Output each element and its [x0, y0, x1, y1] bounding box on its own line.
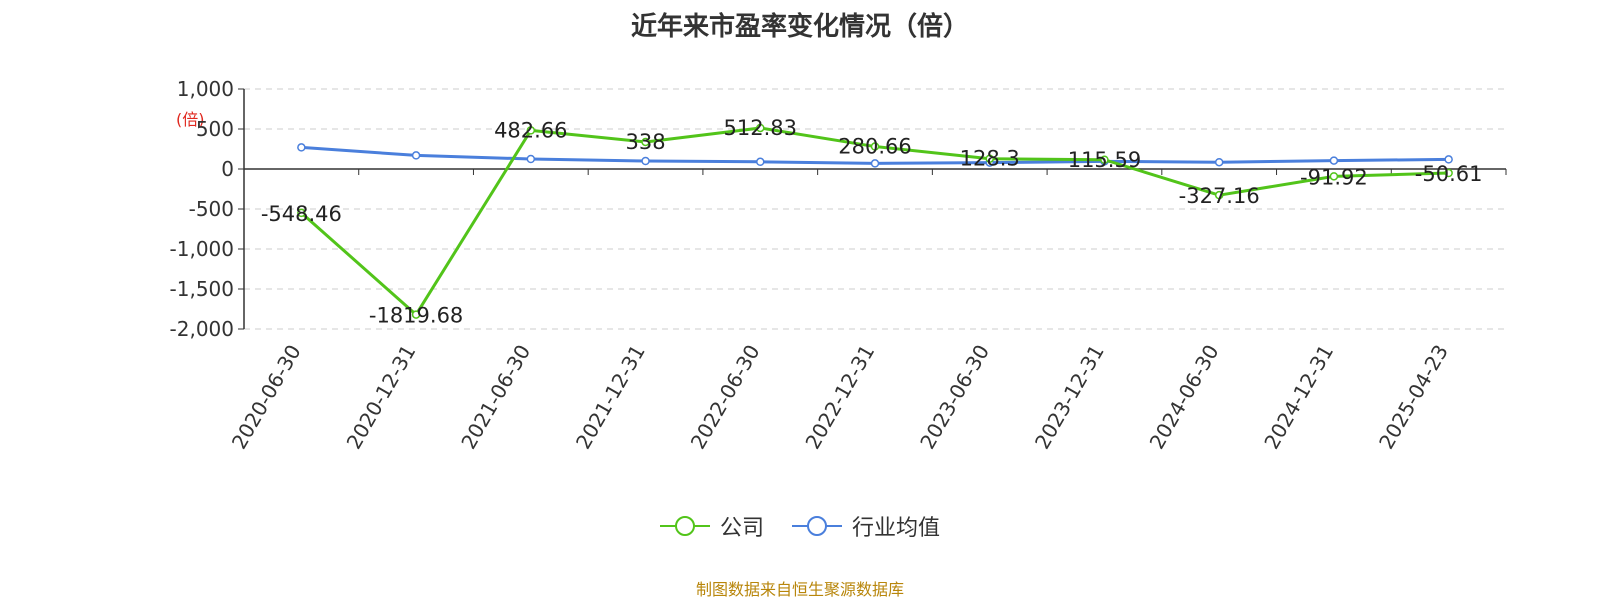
data-label-company: 338 — [625, 130, 665, 154]
y-tick-label: -1,000 — [170, 237, 234, 261]
x-tick-label: 2022-06-30 — [686, 341, 765, 454]
data-point-company — [870, 142, 880, 151]
data-point-company — [641, 137, 650, 147]
data-point-company — [1444, 168, 1453, 178]
data-point-industry-average — [411, 151, 421, 160]
data-label-company: -50.61 — [1415, 162, 1483, 186]
data-point-industry-average — [641, 156, 650, 166]
y-tick-label: -1,500 — [170, 277, 234, 301]
legend-item-company[interactable]: 公司 — [659, 510, 764, 542]
data-point-company — [756, 123, 765, 133]
x-tick-label: 2021-12-31 — [571, 341, 650, 454]
data-point-company — [985, 154, 994, 163]
data-point-company — [297, 208, 306, 218]
y-tick-label: 0 — [221, 157, 234, 181]
data-point-industry-average — [1444, 155, 1453, 164]
data-point-company — [1214, 190, 1224, 200]
data-label-company: -548.46 — [261, 202, 342, 226]
x-tick-label: 2023-06-30 — [915, 341, 994, 454]
data-label-company: -327.16 — [1179, 184, 1260, 208]
x-tick-label: 2020-06-30 — [227, 341, 306, 454]
data-point-industry-average — [870, 159, 880, 168]
x-tick-label: 2021-06-30 — [456, 341, 535, 454]
data-label-company: -1819.68 — [369, 304, 463, 328]
data-point-company — [526, 126, 536, 135]
x-tick-label: 2022-12-31 — [800, 341, 879, 454]
data-point-company — [1100, 155, 1109, 165]
data-point-industry-average — [526, 154, 536, 164]
x-tick-label: 2023-12-31 — [1030, 341, 1109, 454]
legend-swatch-industry-icon — [792, 516, 842, 536]
data-point-industry-average — [1214, 157, 1224, 167]
data-point-company — [1329, 172, 1339, 181]
data-point-industry-average — [297, 143, 306, 152]
legend-item-industry-average[interactable]: 行业均值 — [792, 510, 940, 542]
data-point-industry-average — [756, 157, 765, 167]
data-label-company: 512.83 — [724, 116, 797, 140]
y-tick-label: 1,000 — [177, 77, 234, 101]
data-label-company: 482.66 — [494, 118, 567, 142]
data-point-industry-average — [1329, 156, 1339, 165]
plot-area: 1,000 500 0 -500 -1,000 -1,500 -2,0002020-06-3… — [170, 77, 1507, 454]
y-tick-label: -2,000 — [170, 317, 234, 341]
x-tick-label: 2024-06-30 — [1145, 341, 1224, 454]
data-label-company: 115.59 — [1068, 148, 1141, 172]
data-label-company: -91.92 — [1300, 165, 1368, 189]
x-tick-label: 2025-04-23 — [1374, 341, 1453, 454]
data-point-company — [411, 310, 421, 319]
y-tick-label: -500 — [189, 197, 234, 221]
y-tick-label: 500 — [196, 117, 234, 141]
data-label-company: 128.3 — [960, 147, 1020, 171]
legend-label-industry-average: 行业均值 — [852, 516, 941, 541]
legend: 公司 行业均值 — [0, 508, 1600, 544]
chart-title: 近年来市盈率变化情况（倍） — [630, 12, 969, 42]
y-axis-unit-label: (倍) — [176, 110, 205, 129]
x-tick-label: 2020-12-31 — [342, 341, 421, 454]
legend-label-company: 公司 — [719, 516, 764, 541]
x-tick-label: 2024-12-31 — [1259, 341, 1338, 454]
data-label-company: 280.66 — [838, 135, 911, 159]
legend-swatch-company-icon — [659, 516, 710, 536]
source-note: 制图数据来自恒生聚源数据库 — [695, 580, 904, 599]
